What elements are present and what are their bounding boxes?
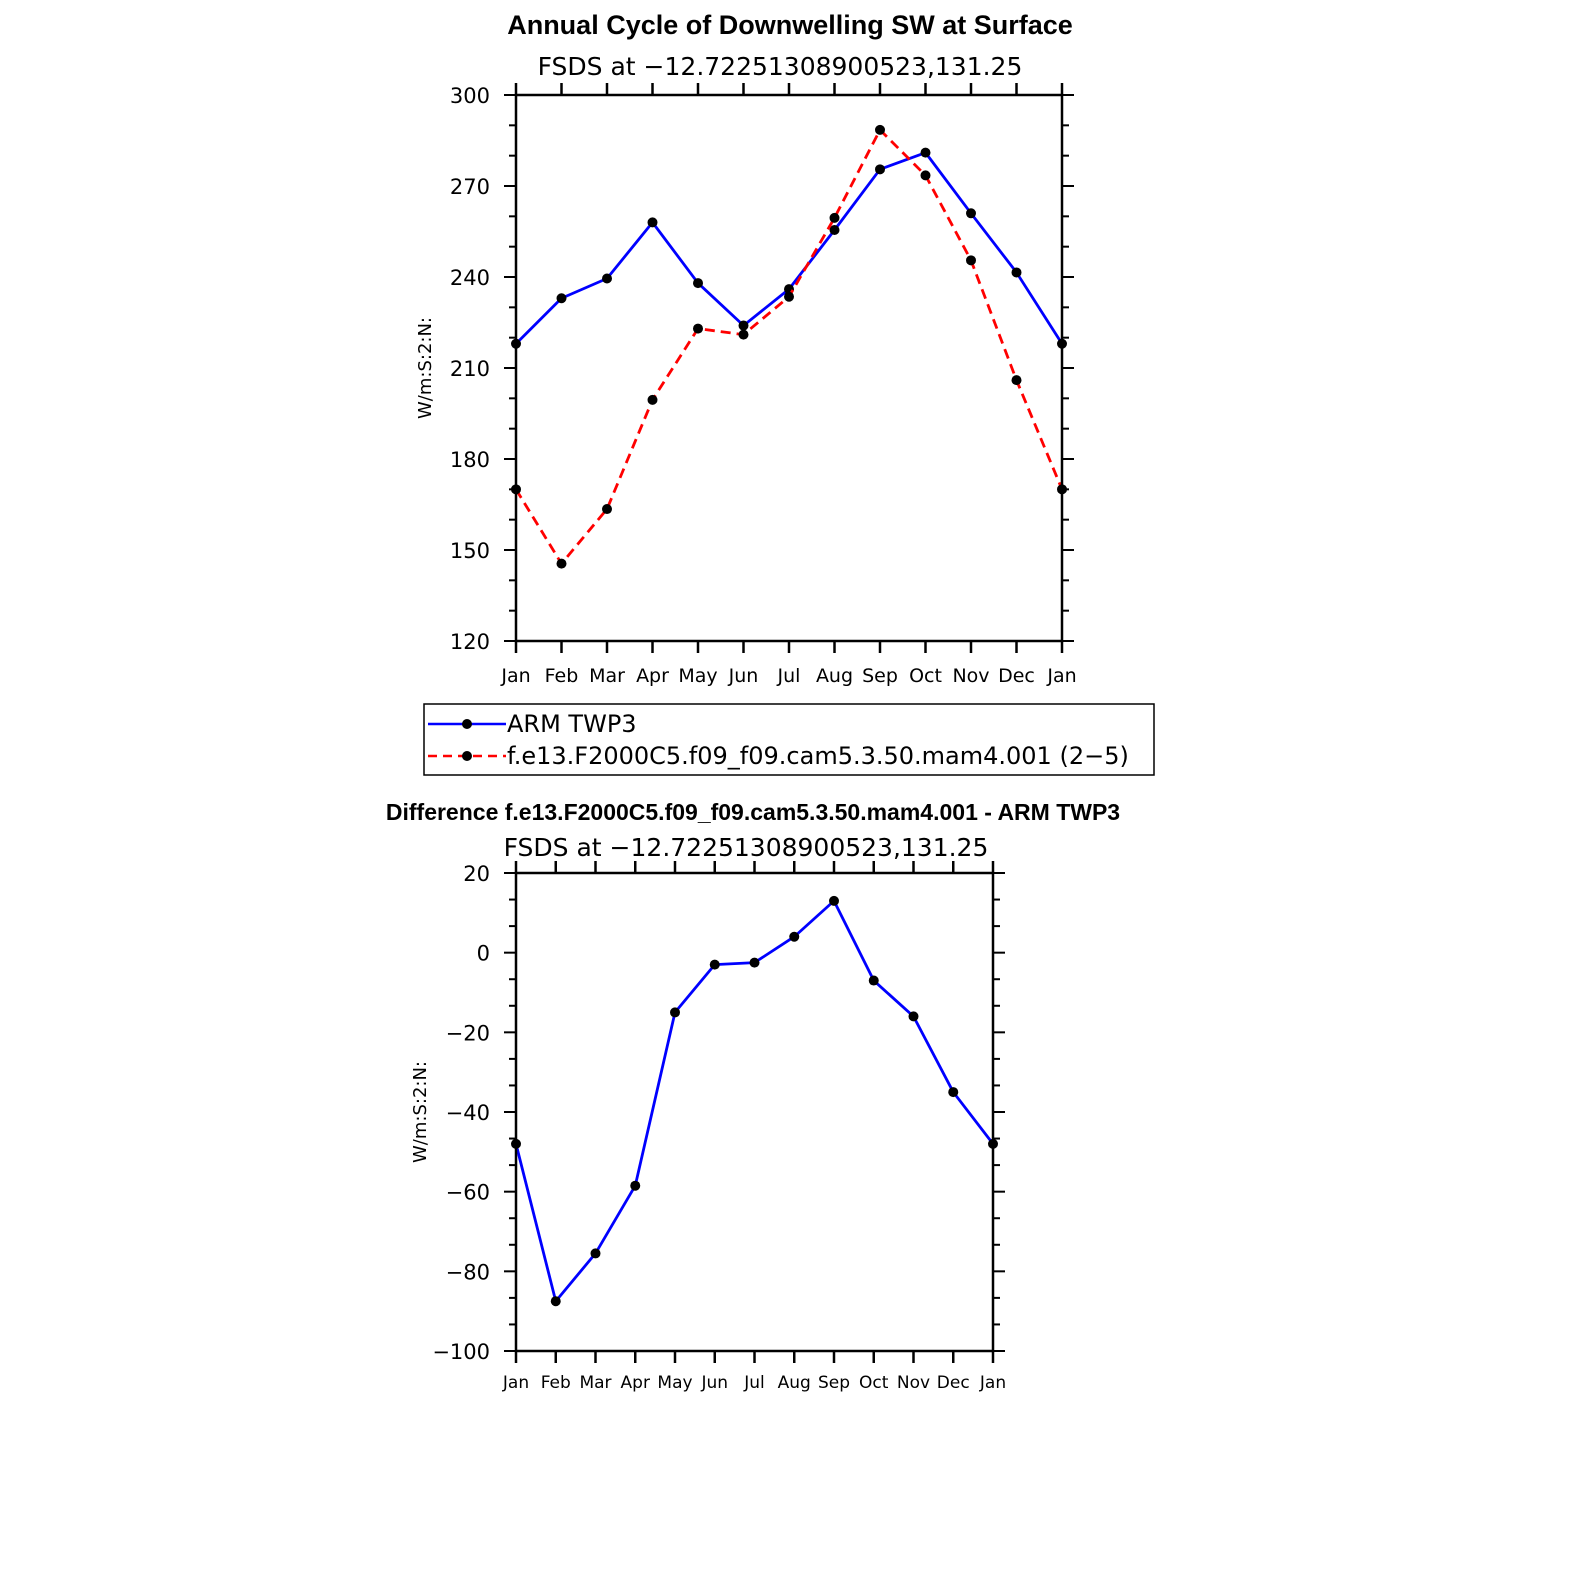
bottom-chart-point	[789, 931, 800, 942]
legend-marker-model	[462, 751, 472, 761]
top-chart-point	[875, 124, 885, 135]
bottom-chart-point	[908, 1011, 919, 1022]
bottom-chart-xtick-label: Sep	[818, 1373, 850, 1393]
bottom-chart-xtick-label: Aug	[778, 1373, 811, 1393]
bottom-chart-xtick-label: Jul	[743, 1373, 765, 1393]
bottom-chart-ytick-label: −40	[446, 1101, 490, 1125]
top-chart-point	[920, 147, 931, 158]
legend: ARM TWP3 f.e13.F2000C5.f09_f09.cam5.3.50…	[423, 703, 1155, 776]
bottom-chart-point	[868, 975, 879, 986]
bottom-chart-ticks: Jan Feb Mar Apr May Jun Jul Aug Sep Oct Nov Dec Jan−…	[432, 861, 1006, 1393]
top-chart-title: Annual Cycle of Downwelling SW at Surfac…	[507, 10, 1073, 40]
top-chart-xtick-label: Jul	[777, 665, 801, 687]
bottom-chart-point	[630, 1180, 641, 1191]
top-chart-ytick-label: 120	[450, 630, 490, 654]
top-chart-ticks: Jan Feb Mar Apr May Jun Jul Aug Sep Oct Nov Dec Jan 1…	[450, 83, 1077, 687]
bottom-chart-xtick-label: Jan	[979, 1373, 1006, 1393]
bottom-chart-ytick-label: 0	[477, 942, 490, 966]
top-chart-series	[511, 124, 1067, 569]
top-chart-xtick-label: Oct	[909, 665, 942, 687]
top-chart-point	[966, 208, 976, 219]
bottom-chart-point	[948, 1087, 959, 1098]
top-chart-xtick-label: May	[678, 665, 717, 687]
top-chart-ytick-label: 210	[450, 357, 490, 381]
bottom-chart-xtick-label: Apr	[621, 1373, 650, 1393]
top-chart-xtick-label: Feb	[545, 665, 579, 687]
top-chart-point	[784, 291, 794, 302]
bottom-chart-ylabel: W/m:S:2:N:	[410, 1061, 431, 1163]
legend-box	[423, 703, 1155, 776]
bottom-chart-xtick-label: Mar	[579, 1373, 611, 1393]
top-chart-point	[647, 217, 658, 228]
top-chart-point	[1011, 375, 1022, 386]
top-chart-xtick-label: Dec	[998, 665, 1035, 687]
top-chart-ylabel: W/m:S:2:N:	[415, 317, 436, 419]
bottom-chart-plot-frame	[514, 871, 995, 1353]
bottom-chart-xtick-label: Feb	[541, 1373, 571, 1393]
legend-label-arm: ARM TWP3	[507, 710, 637, 738]
top-chart-ytick-label: 150	[450, 539, 490, 563]
top-chart-point	[556, 293, 567, 304]
top-chart-xtick-label: Jun	[728, 665, 759, 687]
top-chart-point	[693, 323, 703, 334]
top-chart-point	[738, 329, 749, 340]
bottom-chart-series	[511, 895, 998, 1307]
bottom-chart-xtick-label: Jan	[502, 1373, 529, 1393]
top-chart-subtitle: FSDS at −12.72251308900523,131.25	[538, 52, 1023, 81]
top-chart-point	[1011, 267, 1022, 278]
bottom-chart-point	[590, 1248, 601, 1259]
top-chart-ytick-label: 180	[450, 448, 490, 472]
bottom-chart-point	[749, 957, 760, 968]
top-chart-series-line-0	[515, 151, 1064, 345]
top-chart-ytick-label: 240	[450, 266, 490, 290]
bottom-chart-ytick-label: −100	[432, 1340, 490, 1364]
bottom-chart-xtick-label: Dec	[937, 1373, 970, 1393]
bottom-chart-ytick-label: −60	[446, 1181, 490, 1205]
top-chart-xtick-label: Apr	[636, 665, 669, 687]
top-chart-xtick-label: Sep	[862, 665, 898, 687]
top-chart-point	[647, 394, 658, 405]
top-chart-xtick-label: Jan	[1046, 665, 1076, 687]
top-chart-point	[920, 170, 931, 181]
bottom-chart-point	[709, 959, 720, 970]
top-chart-point	[602, 504, 612, 515]
bottom-chart-point	[550, 1296, 561, 1307]
bottom-chart-xtick-label: Jun	[700, 1373, 728, 1393]
bottom-chart-ytick-label: 20	[463, 862, 490, 886]
top-chart-point	[738, 320, 749, 331]
bottom-chart-xtick-label: May	[657, 1373, 692, 1393]
top-chart-point	[829, 212, 840, 223]
top-chart-point	[829, 224, 840, 235]
top-chart-xtick-label: Mar	[589, 665, 625, 687]
top-chart-point	[875, 164, 885, 175]
bottom-chart-point	[829, 895, 839, 906]
top-chart-xtick-label: Aug	[816, 665, 853, 687]
bottom-chart-ytick-label: −80	[446, 1260, 490, 1284]
top-chart-point	[693, 278, 703, 289]
top-chart-point	[602, 273, 612, 284]
top-chart-point	[966, 255, 976, 266]
bottom-chart-point	[670, 1007, 680, 1018]
top-chart-xtick-label: Jan	[500, 665, 530, 687]
bottom-chart-subtitle: FSDS at −12.72251308900523,131.25	[504, 833, 989, 862]
bottom-chart-xtick-label: Nov	[897, 1373, 930, 1393]
top-chart-ytick-label: 270	[450, 175, 490, 199]
top-chart-plot-frame	[514, 93, 1064, 643]
bottom-chart-xtick-label: Oct	[859, 1373, 889, 1393]
legend-marker-arm	[462, 719, 472, 729]
top-chart-point	[556, 558, 567, 569]
top-chart-ytick-label: 300	[450, 84, 490, 108]
top-chart-xtick-label: Nov	[952, 665, 989, 687]
top-chart-series-line-1	[514, 128, 1064, 566]
legend-label-model: f.e13.F2000C5.f09_f09.cam5.3.50.mam4.001…	[507, 742, 1129, 770]
bottom-chart-title: Difference f.e13.F2000C5.f09_f09.cam5.3.…	[386, 799, 1120, 825]
bottom-chart-ytick-label: −20	[446, 1021, 490, 1045]
